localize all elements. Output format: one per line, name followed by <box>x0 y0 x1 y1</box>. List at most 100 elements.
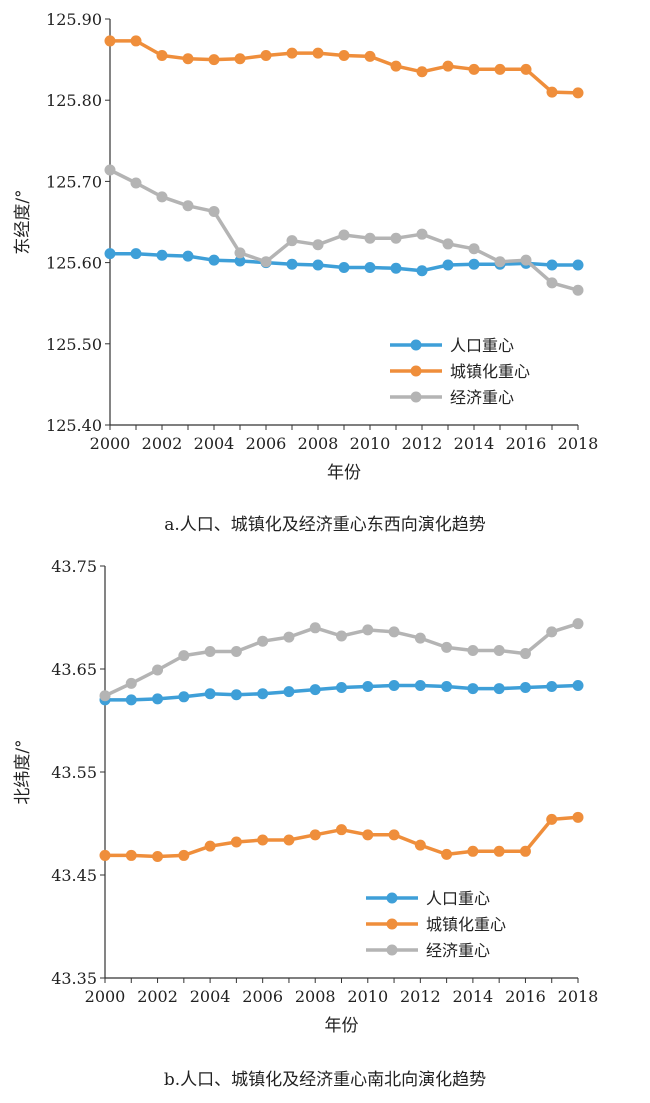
legend-marker-0 <box>386 892 398 904</box>
data-point <box>546 259 558 271</box>
data-point <box>520 254 532 266</box>
legend-marker-1 <box>410 365 422 377</box>
data-point <box>286 47 298 59</box>
data-point <box>178 650 190 662</box>
x-tick-label: 2006 <box>242 987 283 1006</box>
data-point <box>312 239 324 251</box>
data-point <box>414 632 426 644</box>
data-point <box>257 635 269 647</box>
x-axis-label: 年份 <box>327 463 361 483</box>
data-point <box>125 849 137 861</box>
data-point <box>309 622 321 634</box>
data-point <box>442 238 454 250</box>
x-tick-label: 2004 <box>194 434 235 453</box>
data-point <box>468 258 480 270</box>
data-point <box>208 254 220 266</box>
data-point <box>467 845 479 857</box>
x-tick-label: 2018 <box>558 434 599 453</box>
chart-a: 125.40 125.50 125.60 125.70 125.80 125.90 2000… <box>0 0 650 545</box>
x-tick-label: 2002 <box>137 987 178 1006</box>
legend-label-0: 人口重心 <box>426 889 490 908</box>
data-point <box>230 689 242 701</box>
data-point <box>416 265 428 277</box>
data-point <box>234 255 246 267</box>
data-point <box>178 849 190 861</box>
data-point <box>260 256 272 268</box>
data-point <box>364 261 376 273</box>
series-line-1 <box>105 815 579 859</box>
y-tick-label: 125.40 <box>46 416 102 435</box>
data-point <box>338 261 350 273</box>
x-tick-label: 2012 <box>400 987 441 1006</box>
x-tick-label: 2016 <box>506 434 547 453</box>
series-line-1 <box>110 39 579 95</box>
data-point <box>204 688 216 700</box>
data-point <box>362 829 374 841</box>
legend-label-1: 城镇化重心 <box>426 915 506 934</box>
data-point <box>336 824 347 836</box>
y-tick-label: 125.50 <box>46 335 102 354</box>
data-point <box>208 205 220 217</box>
data-point <box>390 232 402 244</box>
legend-marker-0 <box>410 339 422 351</box>
data-point <box>234 247 246 259</box>
data-point <box>390 60 402 72</box>
data-point <box>309 684 321 696</box>
data-point <box>204 840 216 852</box>
x-tick-label: 2000 <box>90 434 131 453</box>
y-tick-label: 125.70 <box>46 172 102 191</box>
data-point <box>312 259 324 271</box>
data-point <box>152 693 164 705</box>
data-point <box>546 813 558 825</box>
data-point <box>467 683 479 695</box>
data-point <box>336 630 347 642</box>
data-point <box>130 35 142 47</box>
y-axis-label: 东经度/° <box>13 189 33 254</box>
data-point <box>130 248 142 260</box>
chart-a-svg: 125.40 125.50 125.60 125.70 125.80 125.90 2000… <box>13 10 599 483</box>
chart-b-caption: b.人口、城镇化及经济重心南北向演化趋势 <box>163 1070 487 1090</box>
data-point <box>390 262 402 274</box>
data-point <box>416 228 428 240</box>
data-point <box>416 66 428 78</box>
data-point <box>152 850 164 862</box>
data-point <box>309 829 321 841</box>
x-tick-label: 2008 <box>295 987 336 1006</box>
data-point <box>125 694 137 706</box>
data-point <box>260 50 272 62</box>
data-point <box>182 250 194 262</box>
data-point <box>468 243 480 255</box>
legend-label-2: 经济重心 <box>426 941 490 960</box>
data-point <box>414 839 426 851</box>
data-point <box>156 191 168 203</box>
data-point <box>104 248 116 260</box>
data-point <box>467 644 479 656</box>
data-point <box>546 681 558 693</box>
data-point <box>338 229 350 241</box>
x-tick-label: 2014 <box>453 987 494 1006</box>
data-point <box>442 60 454 72</box>
legend-marker-2 <box>386 944 398 956</box>
data-point <box>546 626 558 638</box>
data-point <box>493 845 505 857</box>
x-tick-label: 2002 <box>142 434 183 453</box>
data-point <box>312 47 324 59</box>
data-point <box>388 829 400 841</box>
data-point <box>283 686 295 698</box>
y-axis-label: 北纬度/° <box>13 739 33 804</box>
x-tick-label: 2006 <box>246 434 287 453</box>
x-tick-label: 2008 <box>298 434 339 453</box>
data-point <box>230 645 242 657</box>
data-point <box>519 682 531 694</box>
data-point <box>208 54 220 66</box>
y-tick-label: 43.45 <box>51 866 97 885</box>
data-point <box>362 681 374 693</box>
data-point <box>493 683 505 695</box>
data-point <box>286 258 298 270</box>
data-point <box>519 845 531 857</box>
data-point <box>182 200 194 212</box>
data-point <box>441 681 453 693</box>
chart-a-caption: a.人口、城镇化及经济重心东西向演化趋势 <box>164 515 486 535</box>
data-point <box>257 834 269 846</box>
data-point <box>283 834 295 846</box>
